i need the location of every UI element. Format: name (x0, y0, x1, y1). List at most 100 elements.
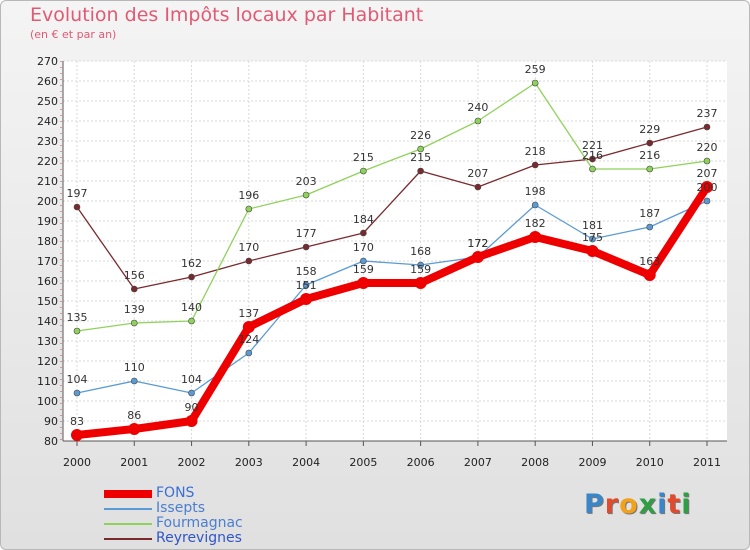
logo-letter: i (681, 489, 692, 520)
legend-swatch (104, 522, 152, 525)
data-point (646, 139, 654, 147)
data-label: 159 (410, 263, 431, 276)
y-tick-label: 180 (37, 235, 58, 248)
data-point (474, 117, 482, 125)
data-point (417, 145, 424, 153)
y-tick-label: 190 (37, 215, 58, 228)
data-point (646, 223, 654, 231)
data-label: 198 (525, 185, 546, 198)
data-label: 197 (67, 187, 88, 200)
data-label: 140 (181, 301, 202, 314)
data-point (703, 197, 711, 205)
legend-item: FONS (104, 486, 243, 501)
data-label: 104 (67, 373, 88, 386)
data-label: 187 (639, 207, 660, 220)
data-label: 196 (238, 189, 259, 202)
data-point (188, 273, 195, 281)
data-point (414, 277, 427, 289)
y-tick-label: 250 (37, 95, 58, 108)
y-tick-label: 260 (37, 75, 58, 88)
data-point (529, 231, 542, 243)
y-tick-label: 240 (37, 115, 58, 128)
legend: FONS Issepts Fourmagnac Reyrevignes (104, 486, 243, 546)
data-point (188, 389, 195, 397)
data-point (130, 285, 138, 293)
plot-area (63, 61, 727, 441)
data-point (188, 317, 195, 325)
y-tick-label: 270 (37, 55, 58, 68)
x-tick-label: 2004 (292, 456, 320, 469)
data-label: 168 (410, 245, 431, 258)
data-point (703, 157, 711, 165)
data-point (245, 349, 253, 357)
data-label: 237 (697, 107, 718, 120)
x-tick-label: 2009 (578, 456, 606, 469)
series-line-reyrevignes (76, 126, 708, 290)
data-labels: 197 156 162 170 177 184 215 207 218 221 229 237 135 1… (67, 63, 718, 428)
y-tick-label: 120 (37, 355, 58, 368)
data-point (302, 243, 310, 251)
data-label: 229 (639, 123, 660, 136)
proxiti-logo: Proxiti (584, 489, 692, 520)
y-tick-label: 90 (44, 415, 58, 428)
y-tick-label: 150 (37, 295, 58, 308)
series-lines (71, 79, 713, 441)
y-tick-label: 210 (37, 175, 58, 188)
x-tick-label: 2006 (407, 456, 435, 469)
data-point (360, 229, 367, 237)
logo-letter: t (667, 489, 682, 520)
data-point (471, 251, 484, 263)
data-label: 220 (697, 141, 718, 154)
data-label: 156 (124, 269, 145, 282)
series-line-issepts (76, 200, 708, 394)
data-label: 221 (582, 139, 603, 152)
data-label: 158 (296, 265, 317, 278)
series-line-fourmagnac (76, 82, 708, 332)
data-point (531, 79, 539, 87)
x-tick-label: 2007 (464, 456, 492, 469)
data-point (589, 235, 596, 243)
data-point (417, 167, 424, 175)
data-label: 170 (353, 241, 374, 254)
data-label: 104 (181, 373, 202, 386)
x-tick-label: 2008 (521, 456, 549, 469)
data-label: 207 (467, 167, 488, 180)
data-label: 86 (127, 409, 141, 422)
y-tick-label: 200 (37, 195, 58, 208)
data-point (302, 281, 310, 289)
data-label: 182 (525, 217, 546, 230)
legend-label: Reyrevignes (156, 530, 242, 546)
logo-letter: r (604, 489, 620, 520)
legend-item: Issepts (104, 501, 243, 516)
y-tick-label: 140 (37, 315, 58, 328)
data-point (646, 165, 654, 173)
data-label: 83 (70, 415, 84, 428)
legend-label: Issepts (156, 500, 205, 516)
logo-letter: i (657, 489, 668, 520)
data-point (245, 205, 253, 213)
data-point (185, 415, 198, 427)
legend-swatch (104, 507, 152, 510)
x-axis: 2000 2001 2002 2003 2004 2005 2006 2007 2008 2009… (63, 440, 727, 469)
data-point (474, 183, 482, 191)
data-point (71, 429, 83, 441)
data-point (531, 201, 539, 209)
y-tick-label: 100 (37, 395, 58, 408)
x-tick-label: 2002 (178, 456, 206, 469)
data-point (300, 293, 313, 305)
data-point (128, 423, 141, 435)
legend-label: FONS (156, 485, 195, 501)
data-label: 172 (467, 237, 488, 250)
x-tick-label: 2000 (63, 456, 91, 469)
data-label: 135 (67, 311, 88, 324)
x-tick-label: 2011 (693, 456, 721, 469)
y-tick-label: 160 (37, 275, 58, 288)
data-label: 162 (181, 257, 202, 270)
data-point (130, 319, 138, 327)
data-label: 215 (410, 151, 431, 164)
y-axis: 80 90 100 110 120 130 140 150 160 170 180 190 200 210… (37, 55, 64, 448)
chart-subtitle: (en € et par an) (30, 28, 117, 41)
data-label: 207 (697, 167, 718, 180)
y-tick-label: 170 (37, 255, 58, 268)
